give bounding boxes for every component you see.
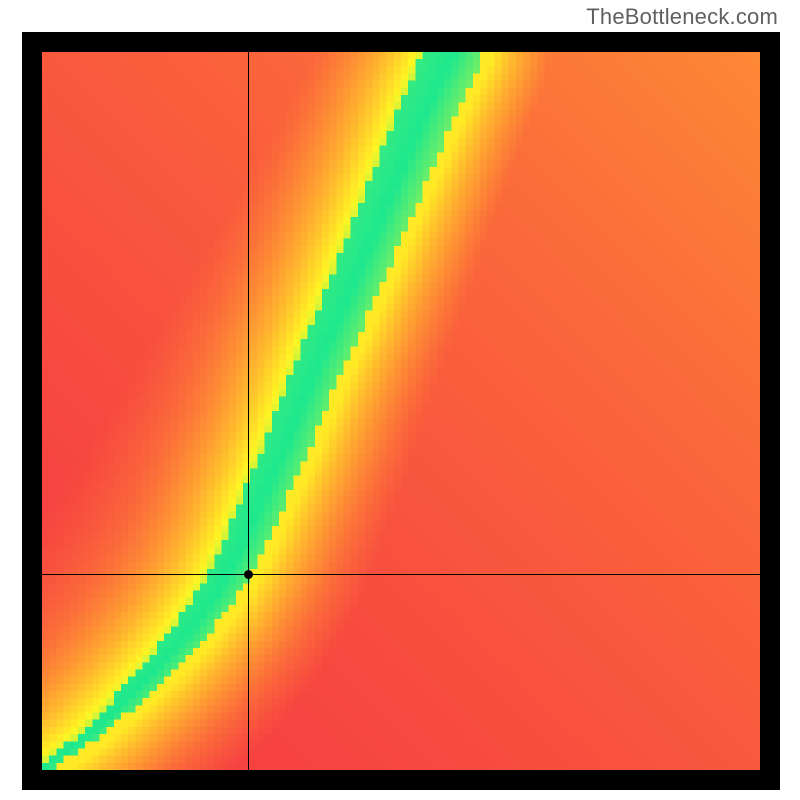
attribution-text: TheBottleneck.com xyxy=(586,4,778,30)
crosshair-horizontal xyxy=(42,574,760,575)
plot-frame xyxy=(22,32,780,790)
crosshair-vertical xyxy=(248,52,249,770)
heatmap-canvas xyxy=(42,52,760,770)
chart-container: TheBottleneck.com xyxy=(0,0,800,800)
